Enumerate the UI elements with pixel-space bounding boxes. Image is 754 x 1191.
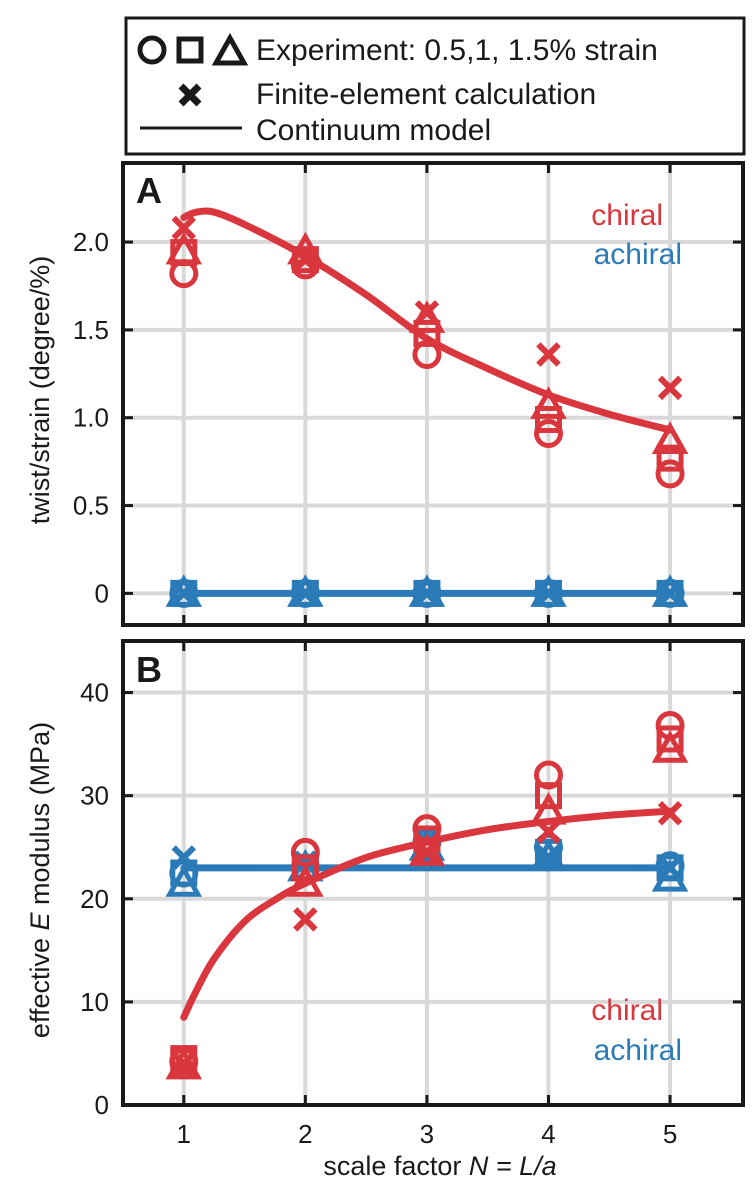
panel-a-chiral-exp-square-3 [534,405,562,433]
panel-a-chiral-series [165,207,689,489]
panel-a-chiral-exp-circle-0 [169,259,199,289]
panel-a-chiral-exp-square-4 [656,444,684,472]
panel-a-achiral-exp-circle-1 [290,578,320,608]
panel-a-achiral-fe-point-0 [171,581,197,606]
legend-cross-marker [178,83,202,107]
panel-a-chiral-fe-point-3 [536,342,561,367]
panel-b-chiral-fe-point-2 [414,840,440,865]
panel-a-ylabel: twist/strain (degree/%) [25,256,55,525]
panel-b-chiral-exp-triangle-0 [165,1046,203,1080]
panel-a-chiral-fe-point-0 [171,215,197,241]
panel-b-ylabel: effective E modulus (MPa) [25,722,55,1038]
x-axis-label: scale factor N = L/a [323,1151,556,1181]
panel-b-achiral-fe-point-4 [657,855,683,881]
panel-a-chiral-model-line [180,207,674,434]
panel-b-xtick-label-1: 2 [298,1119,312,1149]
panel-b-chiral-fe-point-0 [171,1051,197,1077]
panel-a-achiral-exp-circle-2 [412,578,442,608]
panel-b-ytick-label-1: 10 [80,987,109,1017]
panel-a-ytick-label-3: 1.5 [73,315,109,345]
panel-a-chiral-exp-triangle-3 [530,386,567,419]
panel-a-chiral-exp-circle-2 [412,339,442,369]
panel-b-ylabel-post: modulus (MPa) [25,722,55,913]
panel-b-ytick-label-2: 20 [80,884,109,914]
panel-b-frame [121,639,745,1107]
panel-a-chiral-exp-circle-1 [290,250,320,280]
legend-model-label: Continuum model [256,114,491,147]
panel-b-chiral-fe-point-1 [293,907,318,932]
legend-fe-label: Finite-element calculation [256,78,596,111]
panel-a-chiral-exp-triangle-4 [651,421,689,455]
panel-a-chiral-exp-circle-4 [655,459,685,489]
panel-a-chiral-fe-point-4 [657,375,683,401]
panel-a-ytick-label-1: 0.5 [73,491,109,521]
panel-a-achiral-fe-point-3 [536,581,561,606]
panel-a-achiral-fe-point-2 [414,581,440,606]
panel-a-chiral-fe-point-2 [414,300,440,325]
panel-b-chiral-fe-point-3 [536,819,561,844]
panel-b-chiral-label: chiral [591,994,663,1027]
panel-a-achiral-exp-circle-4 [655,578,685,608]
panel-b-letter: B [136,649,162,690]
panel-b-chiral-exp-circle-4 [655,711,685,741]
panel-a-chiral-fe-point-1 [293,247,318,272]
panel-a-letter: A [136,170,162,211]
legend-experiment-label: Experiment: 0.5,1, 1.5% strain [256,34,658,67]
legend-triangle-marker [211,32,249,66]
panel-b-achiral-label: achiral [594,1034,682,1067]
panel-b-chiral-exp-square-1 [291,854,319,882]
panel-b-achiral-fe-point-0 [171,845,197,870]
x-axis-label-var: N = L/a [469,1151,557,1181]
legend-fe-marker [178,83,202,107]
panel-a-frame [121,161,745,627]
panel-b-xtick-label-4: 5 [663,1119,677,1149]
panel-b-ytick-label-4: 40 [80,678,109,708]
panel-b-chiral-exp-circle-0 [169,1047,199,1077]
panel-b: 1 2 3 4 5 0 10 20 30 40 [80,639,745,1149]
panel-a-achiral-fe-point-4 [657,581,683,606]
panel-b-xtick-label-3: 4 [541,1119,555,1149]
panel-a-chiral-label: chiral [591,199,663,232]
panel-a-chiral-exp-circle-3 [533,419,563,449]
legend-experiment-markers [137,32,249,66]
legend-frame [124,16,746,156]
panel-b-ytick-label-0: 0 [95,1090,109,1120]
panel-a-ytick-label-4: 2.0 [73,227,109,257]
panel-b-ylabel-var: E [25,912,55,931]
panel-b-xtick-label-2: 3 [420,1119,434,1149]
panel-b-chiral-series [165,711,689,1080]
panel-a-ytick-label-0: 0 [95,578,109,608]
panel-b-achiral-exp-circle-4 [655,851,685,881]
legend-circle-marker [137,35,167,65]
legend-square-marker [176,36,204,64]
panel-b-ylabel-pre: effective [25,931,55,1039]
panel-a-achiral-exp-circle-0 [169,578,199,608]
panel-b-chiral-exp-triangle-3 [530,792,567,825]
panel-a-achiral-series [165,574,689,608]
panel-b-achiral-fe-point-3 [536,845,561,870]
panel-a-achiral-fe-point-1 [293,581,318,606]
panel-a-ytick-label-2: 1.0 [73,403,109,433]
panel-b-chiral-exp-circle-2 [412,814,442,844]
x-axis-label-pre: scale factor [323,1151,469,1181]
panel-b-chiral-exp-triangle-1 [287,864,324,897]
panel-a: 0 0.5 1.0 1.5 2.0 [73,161,745,627]
panel-b-xtick-label-0: 1 [177,1119,191,1149]
panel-b-chiral-exp-circle-3 [533,760,563,790]
panel-b-chiral-fe-point-4 [657,800,683,826]
panel-b-chiral-exp-square-4 [656,725,684,753]
legend: Experiment: 0.5,1, 1.5% strain Finite-el… [124,16,746,156]
panel-a-achiral-label: achiral [594,238,682,271]
panel-b-ytick-label-3: 30 [80,781,109,811]
panel-b-chiral-exp-circle-1 [290,837,320,867]
panel-a-achiral-exp-circle-3 [533,578,563,608]
